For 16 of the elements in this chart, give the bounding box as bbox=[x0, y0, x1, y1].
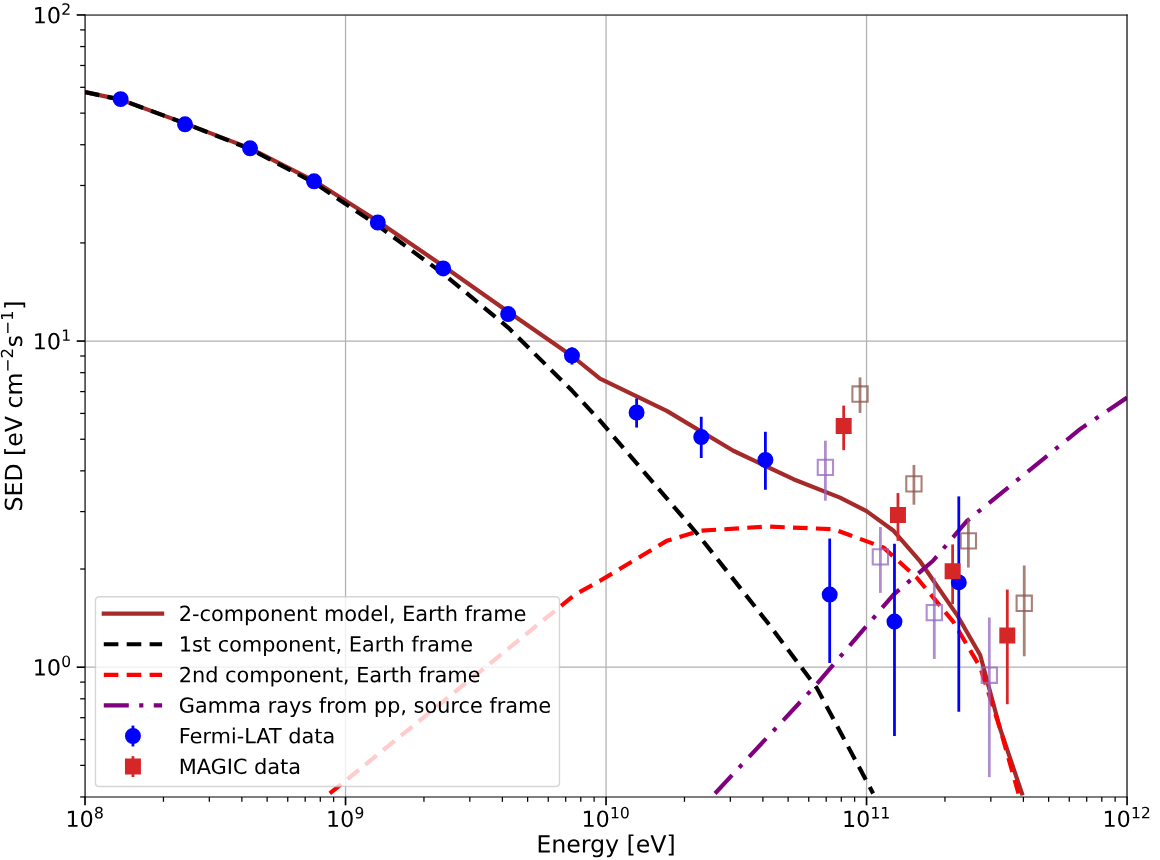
y-axis-title: SED [eV cm$^{−2}$s$^{−1}$] bbox=[0, 302, 26, 510]
legend-label: Gamma rays from pp, source frame bbox=[179, 696, 551, 718]
legend-label: MAGIC data bbox=[180, 758, 300, 775]
x-tick-label: 10$^{11}$ bbox=[844, 807, 889, 828]
y-tick-label: 10$^{2}$ bbox=[35, 3, 70, 24]
legend-label: 2-component model, Earth frame bbox=[180, 605, 526, 626]
x-tick-label: 10$^{8}$ bbox=[67, 806, 103, 828]
y-tick-label: 10$^{0}$ bbox=[35, 655, 71, 676]
x-axis-title: Energy [eV] bbox=[538, 834, 674, 858]
legend-label: 1st component, Earth frame bbox=[181, 635, 472, 656]
y-tick-label: 10$^{1}$ bbox=[35, 329, 70, 350]
x-tick-label: 10$^{9}$ bbox=[328, 806, 364, 828]
x-tick-label: 10$^{10}$ bbox=[583, 806, 629, 828]
legend-label: 2nd component, Earth frame bbox=[180, 666, 480, 687]
legend-label: Fermi-LAT data bbox=[180, 727, 334, 744]
x-tick-label: 10$^{12}$ bbox=[1104, 806, 1150, 828]
